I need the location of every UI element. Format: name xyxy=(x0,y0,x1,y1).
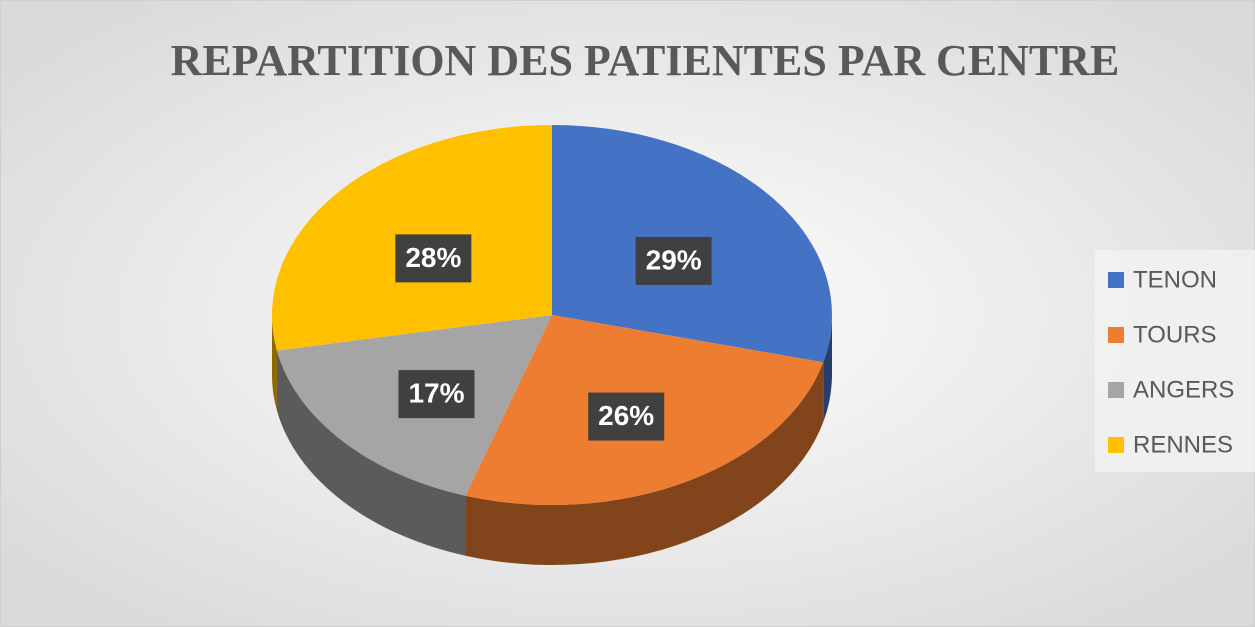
legend-swatch xyxy=(1108,272,1124,288)
data-label: 29% xyxy=(646,244,702,275)
data-label-box xyxy=(588,392,665,441)
legend-swatch xyxy=(1108,382,1124,398)
data-label: 26% xyxy=(598,400,654,431)
legend-label: TENON xyxy=(1133,266,1217,293)
data-label-box xyxy=(398,370,475,419)
pie-slice-side xyxy=(276,350,466,556)
legend-label: TOURS xyxy=(1133,321,1217,348)
legend-label: ANGERS xyxy=(1133,376,1234,403)
data-label-box xyxy=(635,236,712,285)
pie-slice-side xyxy=(272,315,277,411)
legend-label: RENNES xyxy=(1133,431,1233,458)
legend-swatch xyxy=(1108,437,1124,453)
data-label: 17% xyxy=(408,377,464,408)
legend-swatch xyxy=(1108,327,1124,343)
data-label-box xyxy=(395,234,472,283)
pie-slice-side xyxy=(465,362,824,565)
pie-slice-side xyxy=(823,315,832,423)
chart-title: REPARTITION DES PATIENTES PAR CENTRE xyxy=(171,36,1120,85)
data-label: 28% xyxy=(405,242,461,273)
